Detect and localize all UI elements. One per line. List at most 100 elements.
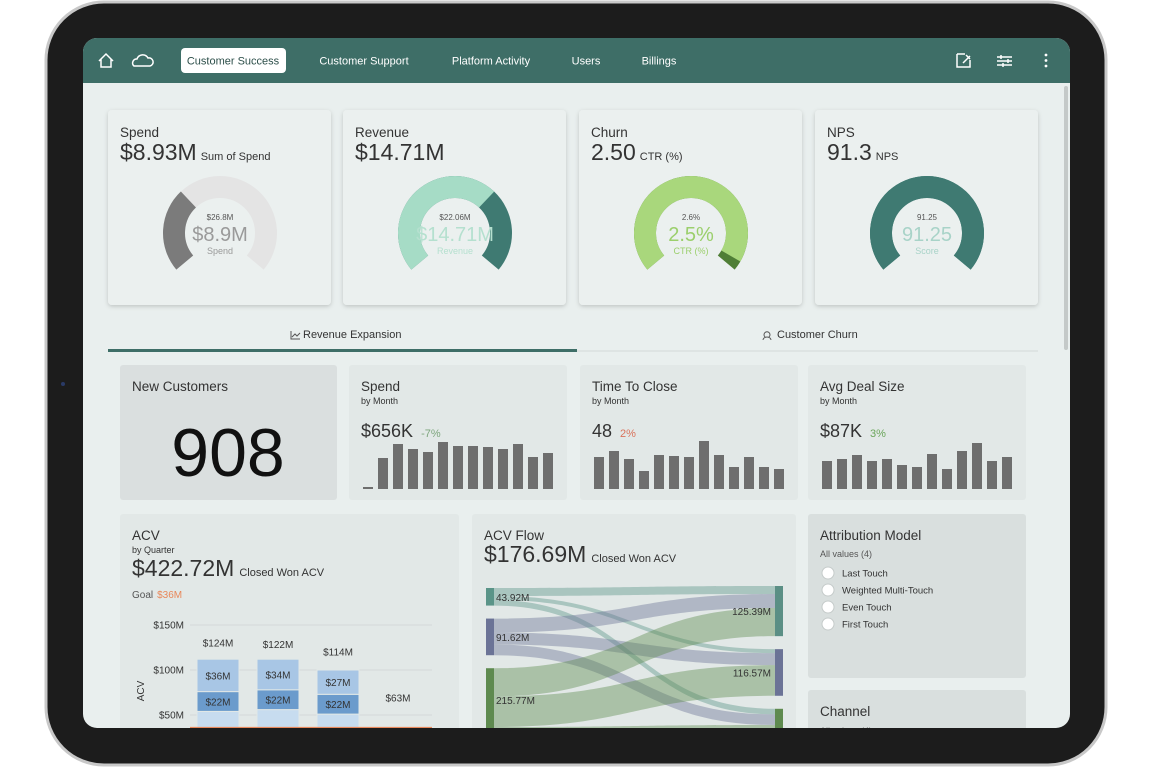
kpi-title: Spend xyxy=(120,125,159,140)
mini-delta: 3% xyxy=(870,428,886,440)
option-label[interactable]: Even Touch xyxy=(842,603,891,614)
kpi-card xyxy=(579,110,802,305)
card xyxy=(120,365,337,500)
kpi-title: Revenue xyxy=(355,125,409,140)
spark-bar xyxy=(912,467,922,489)
kpi-caption: CTR (%) xyxy=(640,151,683,163)
flow-node xyxy=(486,618,494,656)
card-subtitle: by Quarter xyxy=(132,545,175,555)
active-tab-bg[interactable] xyxy=(181,48,286,73)
spark-bar xyxy=(942,469,952,489)
card-subtitle: All values (4) xyxy=(820,549,872,559)
spark-bar xyxy=(714,455,724,489)
flow-band xyxy=(494,644,775,725)
scrollbar[interactable] xyxy=(1064,86,1068,350)
gauge-fill xyxy=(163,191,197,270)
kpi-card xyxy=(343,110,566,305)
total-label: $124M xyxy=(203,638,234,649)
mini-value: $656K -7% xyxy=(361,421,441,441)
gauge-center: $8.9M xyxy=(192,224,248,246)
radio[interactable] xyxy=(821,566,835,580)
gauge-center: 91.25 xyxy=(902,224,952,246)
big-number: 908 xyxy=(171,415,284,491)
flow-band xyxy=(494,594,775,633)
spark-bar xyxy=(468,446,478,489)
spark-bar xyxy=(987,461,997,489)
spark-bar xyxy=(684,457,694,489)
spark-bar xyxy=(543,453,553,489)
mini-title: Time To Close xyxy=(592,379,678,394)
radio[interactable] xyxy=(821,600,835,614)
kpi-number: $8.93M xyxy=(120,139,197,165)
card xyxy=(808,514,1026,678)
spark-bar xyxy=(957,451,967,489)
card-title: ACV xyxy=(132,528,160,543)
mini-card xyxy=(808,365,1026,500)
nav-tab[interactable]: Billings xyxy=(642,56,677,68)
gauge-max: 2.6% xyxy=(682,213,700,222)
mini-subtitle: by Month xyxy=(592,396,629,406)
screen: Customer Success Customer Support Platfo… xyxy=(83,38,1070,728)
nav-tab[interactable]: Platform Activity xyxy=(452,56,531,68)
y-tick-label: $100M xyxy=(153,666,184,677)
spark-bar xyxy=(363,487,373,489)
kpi-card xyxy=(108,110,331,305)
users-icon xyxy=(762,331,772,341)
option-label[interactable]: Last Touch xyxy=(842,569,888,580)
radio[interactable] xyxy=(821,617,835,631)
spark-bar xyxy=(729,467,739,489)
section-tab[interactable]: Customer Churn xyxy=(777,329,858,341)
segment-label: $22M xyxy=(325,700,350,711)
gauge-label: Score xyxy=(915,246,939,256)
spark-bar xyxy=(609,451,619,489)
chart-icon xyxy=(290,331,301,340)
spark-bar xyxy=(699,441,709,489)
nav-tab[interactable]: Customer Success xyxy=(187,56,280,68)
radio[interactable] xyxy=(821,583,835,597)
segment-label: $36M xyxy=(205,671,230,682)
y-tick-label: $50M xyxy=(159,711,184,722)
node-label: 215.77M xyxy=(496,696,535,707)
gauge-max: 91.25 xyxy=(917,213,938,222)
section-tab[interactable]: Revenue Expansion xyxy=(303,329,401,341)
node-label: 91.62M xyxy=(496,633,529,644)
spark-bar xyxy=(639,471,649,489)
segment-label: $27M xyxy=(325,678,350,689)
spark-bar xyxy=(837,459,847,489)
spark-bar xyxy=(852,455,862,489)
mini-number: $87K xyxy=(820,421,862,441)
gauge-center: 2.5% xyxy=(668,224,714,246)
mini-number: $656K xyxy=(361,421,413,441)
card-value: $176.69M Closed Won ACV xyxy=(484,541,677,567)
edit-icon[interactable] xyxy=(956,53,971,68)
nav-icons xyxy=(98,52,1012,68)
settings-icon[interactable] xyxy=(997,55,1012,67)
option-label[interactable]: First Touch xyxy=(842,620,888,631)
card-title: Channel xyxy=(820,704,870,719)
nav-tab[interactable]: Users xyxy=(572,56,601,68)
cloud-icon[interactable] xyxy=(131,54,154,67)
flow-node xyxy=(775,649,783,696)
kpi-number: $14.71M xyxy=(355,139,445,165)
spark-bar xyxy=(927,454,937,489)
total-label: $63M xyxy=(385,693,410,704)
kpi-title: Churn xyxy=(591,125,628,140)
camera xyxy=(61,382,65,386)
more-icon[interactable] xyxy=(1044,53,1048,68)
mini-title: Spend xyxy=(361,379,400,394)
gauge-center: $14.71M xyxy=(416,224,494,246)
kpi-value: 91.3 NPS xyxy=(827,139,898,165)
kpi-value: $14.71M xyxy=(355,139,445,165)
option-label[interactable]: Weighted Multi-Touch xyxy=(842,586,933,597)
spark-bar xyxy=(513,444,523,489)
bar-segment xyxy=(316,669,360,695)
spark-bar xyxy=(669,456,679,489)
flow-band xyxy=(494,586,775,596)
spark-bar xyxy=(774,469,784,489)
node-label: 43.92M xyxy=(496,593,529,604)
bar-segment xyxy=(196,658,240,693)
flow-band xyxy=(494,632,775,666)
home-icon[interactable] xyxy=(98,52,114,68)
flow-band xyxy=(494,600,775,715)
nav-tab[interactable]: Customer Support xyxy=(319,56,408,68)
